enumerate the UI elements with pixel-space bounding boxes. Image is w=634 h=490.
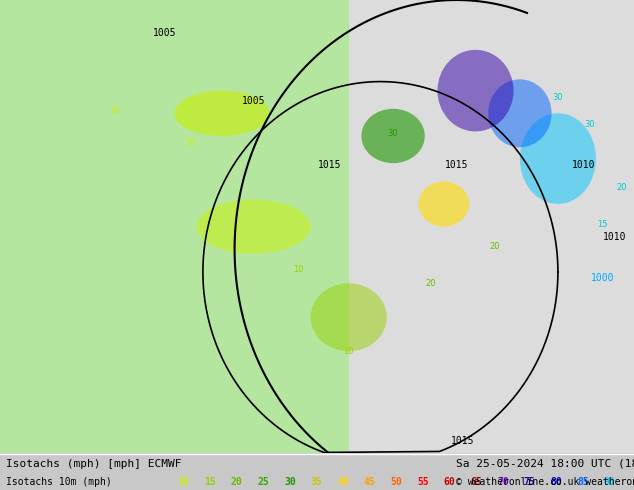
Text: 85: 85 [577,477,589,487]
Text: 1000: 1000 [590,273,614,283]
FancyBboxPatch shape [349,0,634,453]
Text: 20: 20 [616,183,626,193]
Text: 1015: 1015 [444,160,469,170]
Text: 30: 30 [388,129,398,138]
Text: 50: 50 [391,477,403,487]
Ellipse shape [488,79,552,147]
Text: 10: 10 [109,106,119,115]
Text: 75: 75 [524,477,536,487]
Text: 90: 90 [604,477,616,487]
Text: 1015: 1015 [451,436,475,446]
Text: 1005: 1005 [153,28,177,38]
Text: 20: 20 [489,242,500,251]
Text: 70: 70 [497,477,509,487]
Text: 30: 30 [284,477,296,487]
Text: 55: 55 [417,477,429,487]
Text: 20: 20 [426,278,436,288]
Ellipse shape [197,199,311,254]
Ellipse shape [311,283,387,351]
Ellipse shape [520,113,596,204]
Text: 80: 80 [550,477,562,487]
Ellipse shape [418,181,469,226]
Ellipse shape [174,91,269,136]
Ellipse shape [361,109,425,163]
Text: 30: 30 [553,93,563,102]
Text: 15: 15 [204,477,216,487]
Text: 10: 10 [185,138,195,147]
Text: 10: 10 [293,265,303,274]
Ellipse shape [437,50,514,131]
Text: 45: 45 [364,477,376,487]
Text: 1010: 1010 [603,232,627,242]
Text: 10: 10 [178,477,190,487]
Text: 30: 30 [585,120,595,129]
Text: 1010: 1010 [571,160,595,170]
Text: 60: 60 [444,477,456,487]
Text: Isotachs (mph) [mph] ECMWF: Isotachs (mph) [mph] ECMWF [6,459,182,468]
FancyBboxPatch shape [0,0,349,453]
Text: Sa 25-05-2024 18:00 UTC (18+00): Sa 25-05-2024 18:00 UTC (18+00) [456,459,634,468]
Text: 40: 40 [337,477,349,487]
Text: Isotachs 10m (mph): Isotachs 10m (mph) [6,477,112,487]
Text: 1005: 1005 [242,96,266,106]
Text: 10: 10 [344,346,354,356]
Text: 65: 65 [470,477,482,487]
Text: 1015: 1015 [318,160,342,170]
Text: 20: 20 [231,477,243,487]
Text: © weatheronline.co.uk weatheronline.co.uk: © weatheronline.co.uk weatheronline.co.u… [456,477,634,487]
Text: 15: 15 [597,220,607,229]
Text: 35: 35 [311,477,323,487]
Text: 25: 25 [257,477,269,487]
